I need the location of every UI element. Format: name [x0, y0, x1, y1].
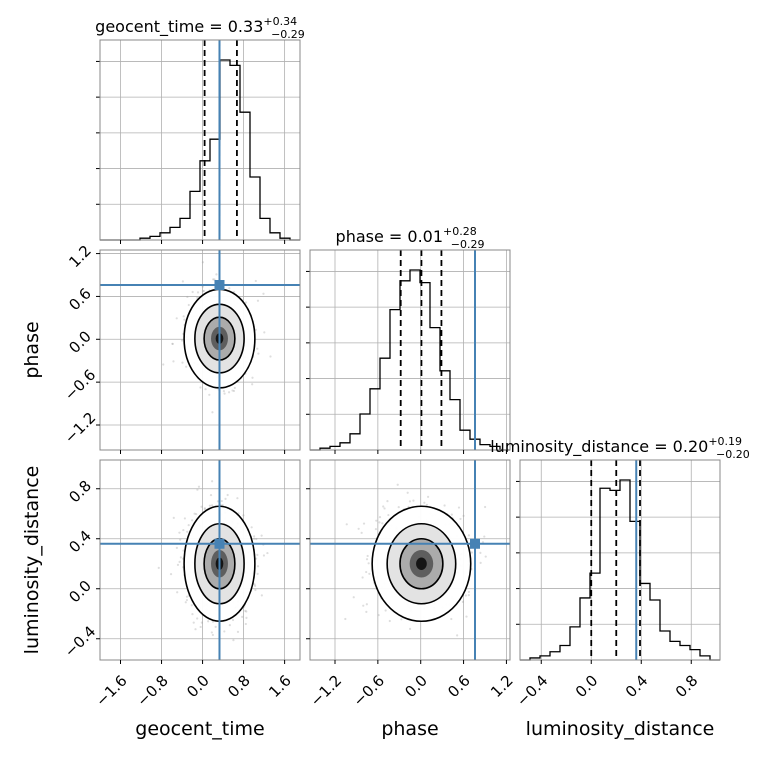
y-tick-label: 0.0: [65, 577, 95, 607]
x-tick-label: 0.0: [183, 672, 213, 702]
y-axis-label-luminosity_distance: luminosity_distance: [21, 466, 43, 655]
y-tick-label: 0.4: [65, 527, 95, 557]
hist-panel-geocent_time: geocent_time = 0.33+0.34 −0.29: [95, 15, 305, 241]
panel-background: [100, 40, 300, 240]
x-tick-label: 1.6: [265, 672, 295, 702]
panel-frame: [99, 39, 301, 241]
truth-marker: [214, 280, 225, 290]
title-phase: phase = 0.01+0.28 −0.29: [336, 225, 485, 251]
y-tick-label: −0.4: [61, 622, 99, 660]
title-geocent_time: geocent_time = 0.33+0.34 −0.29: [95, 15, 305, 41]
x-axis-label-geocent_time: geocent_time: [135, 718, 264, 740]
contour-line: [399, 537, 444, 590]
x-tick-label: −1.6: [92, 672, 130, 710]
panel-frame: [309, 459, 511, 661]
x-tick-label: 0.0: [401, 672, 431, 702]
x-tick-label: 0.4: [622, 672, 652, 702]
panel-frame: [519, 459, 721, 661]
contour-line: [386, 522, 457, 605]
contour-line: [371, 505, 472, 623]
x-tick-label: 0.8: [224, 672, 254, 702]
truth-marker: [214, 538, 225, 549]
x-tick-label: −0.8: [133, 672, 171, 710]
x-tick-label: 0.6: [444, 672, 474, 702]
y-tick-label: −1.2: [61, 409, 99, 447]
panel-frame: [99, 249, 301, 451]
hist-panel-phase: phase = 0.01+0.28 −0.29: [306, 225, 511, 451]
x-axis-label-phase: phase: [381, 718, 438, 740]
x-tick-label: 0.8: [672, 672, 702, 702]
panel-frame: [99, 459, 301, 661]
panel-frame: [309, 249, 511, 451]
histogram-geocent_time: [100, 59, 300, 241]
x-axis-label-luminosity_distance: luminosity_distance: [526, 718, 715, 740]
pair-panel-geocent_time-luminosity_distance: [99, 459, 301, 661]
histogram-luminosity_distance: [520, 479, 720, 661]
y-tick-label: 0.0: [65, 327, 95, 357]
hist-panel-luminosity_distance: luminosity_distance = 0.20+0.19 −0.20: [490, 435, 750, 661]
y-tick-label: −0.6: [61, 366, 99, 404]
panel-background: [310, 250, 510, 450]
y-tick-label: 0.6: [65, 284, 95, 314]
truth-marker: [470, 538, 480, 549]
x-tick-label: 0.0: [572, 672, 602, 702]
y-axis-label-phase: phase: [21, 321, 43, 378]
pair-panel-geocent_time-phase: [99, 249, 301, 451]
x-tick-label: −0.4: [513, 672, 551, 710]
y-tick-label: 0.8: [65, 477, 95, 507]
y-tick-label: 1.2: [65, 242, 95, 272]
panel-background: [520, 460, 720, 660]
pair-panel-phase-luminosity_distance: [309, 459, 511, 661]
title-luminosity_distance: luminosity_distance = 0.20+0.19 −0.20: [490, 435, 750, 461]
x-tick-label: −1.2: [307, 672, 345, 710]
x-tick-label: −0.6: [350, 672, 388, 710]
